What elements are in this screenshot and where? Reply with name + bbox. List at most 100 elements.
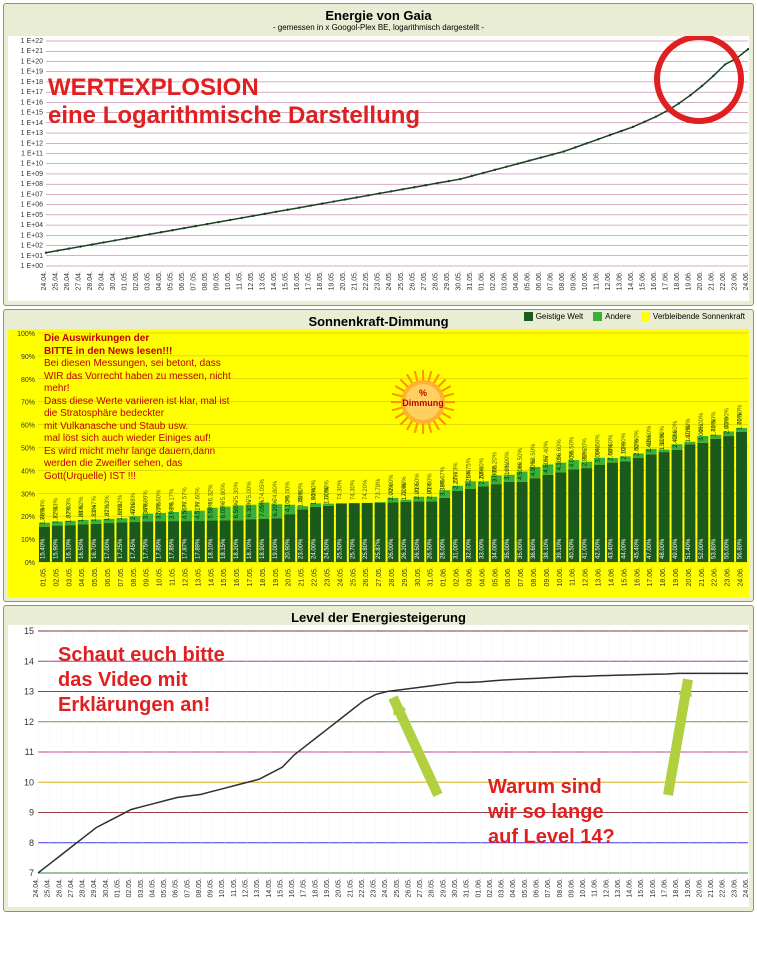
svg-text:82.84%: 82.84% <box>40 499 46 520</box>
svg-text:12.06.: 12.06. <box>605 271 612 291</box>
svg-text:25.87%: 25.87% <box>376 538 382 559</box>
svg-text:78.60%: 78.60% <box>157 489 163 510</box>
svg-text:13.05.: 13.05. <box>260 271 267 291</box>
svg-text:31.05.: 31.05. <box>467 271 474 291</box>
svg-text:54.60%: 54.60% <box>608 434 614 455</box>
svg-text:15.05.: 15.05. <box>221 567 228 587</box>
svg-text:04.05.: 04.05. <box>149 878 156 898</box>
svg-text:23.00%: 23.00% <box>299 538 305 559</box>
svg-text:12.05.: 12.05. <box>182 567 189 587</box>
svg-text:16.06.: 16.06. <box>651 271 658 291</box>
svg-text:80.92%: 80.92% <box>118 494 124 515</box>
svg-text:56.80%: 56.80% <box>738 538 744 559</box>
svg-text:26.05.: 26.05. <box>405 878 412 898</box>
svg-text:32.00%: 32.00% <box>466 538 472 559</box>
svg-text:29.05.: 29.05. <box>402 567 409 587</box>
svg-text:30.04.: 30.04. <box>103 878 110 898</box>
svg-text:74.40%: 74.40% <box>312 479 318 500</box>
svg-text:30.05.: 30.05. <box>455 271 462 291</box>
svg-text:19.00%: 19.00% <box>273 538 279 559</box>
svg-text:80.08%: 80.08% <box>131 492 137 513</box>
svg-text:24.05.: 24.05. <box>337 567 344 587</box>
svg-text:17.06.: 17.06. <box>647 567 654 587</box>
svg-text:74.20%: 74.20% <box>363 479 369 500</box>
chart3-plot: 78910111213141524.04.25.04.26.04.27.04.2… <box>8 625 749 907</box>
svg-text:10.06.: 10.06. <box>580 878 587 898</box>
svg-text:31.05.: 31.05. <box>428 567 435 587</box>
svg-text:21.05.: 21.05. <box>299 567 306 587</box>
svg-text:22.06.: 22.06. <box>720 878 727 898</box>
svg-text:77.57%: 77.57% <box>182 487 188 508</box>
svg-text:07.06.: 07.06. <box>545 878 552 898</box>
svg-text:11.06.: 11.06. <box>592 878 599 897</box>
svg-text:60%: 60% <box>21 423 35 430</box>
svg-text:75.00%: 75.00% <box>286 481 292 502</box>
svg-text:76.32%: 76.32% <box>208 484 214 505</box>
svg-text:30.04.: 30.04. <box>110 271 117 291</box>
svg-text:1 E+05: 1 E+05 <box>21 212 43 219</box>
svg-text:04.05.: 04.05. <box>79 567 86 587</box>
svg-text:18.05.: 18.05. <box>312 878 319 898</box>
svg-text:44.00%: 44.00% <box>621 538 627 559</box>
svg-text:26.50%: 26.50% <box>428 538 434 559</box>
svg-text:28.05.: 28.05. <box>389 567 396 587</box>
svg-text:07.05.: 07.05. <box>191 271 198 291</box>
svg-text:27.04.: 27.04. <box>68 878 75 898</box>
svg-text:23.05.: 23.05. <box>375 271 382 291</box>
svg-text:24.06.: 24.06. <box>738 567 745 587</box>
chart1-subtitle: - gemessen in x Googol-Plex BE, logarith… <box>8 23 749 32</box>
sun-badge: %Dimmung <box>388 367 458 437</box>
svg-text:25.04.: 25.04. <box>53 271 60 291</box>
svg-text:30%: 30% <box>21 491 35 498</box>
svg-text:24.50%: 24.50% <box>324 538 330 559</box>
chart1-title: Energie von Gaia <box>8 8 749 23</box>
svg-text:21.06.: 21.06. <box>708 271 715 291</box>
svg-text:13.06.: 13.06. <box>615 878 622 898</box>
svg-text:05.06.: 05.06. <box>492 567 499 587</box>
svg-text:24.04.: 24.04. <box>41 271 48 291</box>
svg-text:26.00%: 26.00% <box>389 538 395 559</box>
svg-text:1 E+22: 1 E+22 <box>21 38 43 45</box>
svg-text:21.05.: 21.05. <box>347 878 354 898</box>
svg-text:18.20%: 18.20% <box>234 538 240 559</box>
svg-text:29.04.: 29.04. <box>91 878 98 898</box>
svg-text:14.05.: 14.05. <box>266 878 273 898</box>
svg-text:1 E+17: 1 E+17 <box>21 89 43 96</box>
svg-text:20.06.: 20.06. <box>686 567 693 587</box>
svg-text:0%: 0% <box>25 560 35 567</box>
svg-text:05.06.: 05.06. <box>522 878 529 898</box>
svg-text:09.05.: 09.05. <box>144 567 151 587</box>
svg-text:25.70%: 25.70% <box>350 538 356 559</box>
svg-text:02.06.: 02.06. <box>454 567 461 587</box>
svg-text:74.05%: 74.05% <box>260 479 266 500</box>
svg-text:51.40%: 51.40% <box>686 538 692 559</box>
svg-text:31.00%: 31.00% <box>454 538 460 559</box>
svg-text:72.80%: 72.80% <box>402 476 408 497</box>
svg-text:81.62%: 81.62% <box>79 496 85 517</box>
svg-text:78.17%: 78.17% <box>170 488 176 509</box>
svg-text:18.05.: 18.05. <box>317 271 324 291</box>
svg-text:05.05.: 05.05. <box>161 878 168 898</box>
svg-text:45.40%: 45.40% <box>634 538 640 559</box>
svg-text:08.05.: 08.05. <box>131 567 138 587</box>
svg-text:17.25%: 17.25% <box>118 538 124 559</box>
svg-text:1 E+04: 1 E+04 <box>21 222 43 229</box>
svg-text:1 E+10: 1 E+10 <box>21 161 43 168</box>
svg-text:1 E+07: 1 E+07 <box>21 191 43 198</box>
svg-text:24.00%: 24.00% <box>312 538 318 559</box>
svg-text:70%: 70% <box>21 400 35 407</box>
svg-text:13.06.: 13.06. <box>596 567 603 587</box>
svg-text:05.05.: 05.05. <box>168 271 175 291</box>
svg-text:18.05.: 18.05. <box>260 567 267 587</box>
svg-text:57.40%: 57.40% <box>544 440 550 461</box>
svg-text:19.06.: 19.06. <box>685 271 692 291</box>
svg-text:16.70%: 16.70% <box>92 538 98 559</box>
svg-text:07.06.: 07.06. <box>547 271 554 291</box>
svg-text:02.06.: 02.06. <box>487 878 494 898</box>
svg-text:27.05.: 27.05. <box>421 271 428 291</box>
svg-text:20.05.: 20.05. <box>336 878 343 898</box>
svg-text:41.00%: 41.00% <box>583 538 589 559</box>
svg-text:14: 14 <box>24 656 34 666</box>
svg-text:06.06.: 06.06. <box>536 271 543 291</box>
svg-text:14.05.: 14.05. <box>271 271 278 291</box>
